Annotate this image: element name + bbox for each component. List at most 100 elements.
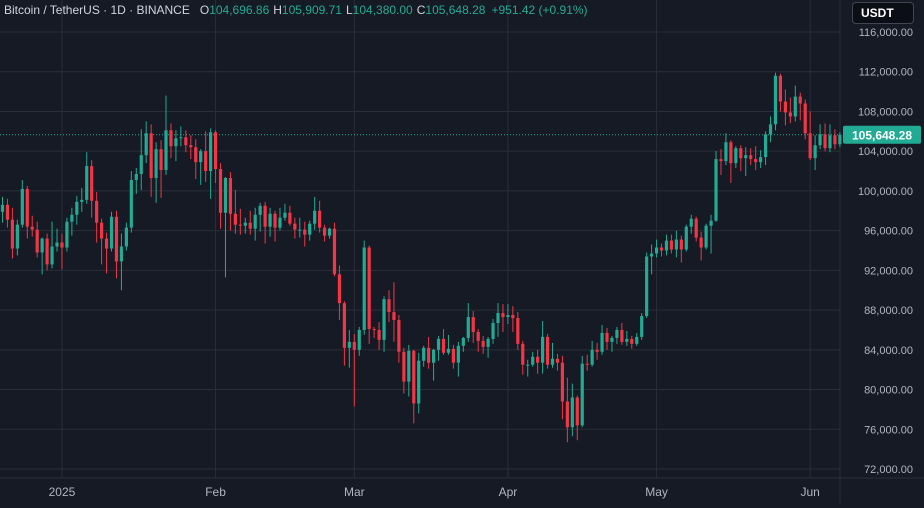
- candle-body-down: [441, 338, 446, 353]
- candle-body-down: [729, 142, 733, 164]
- candle-body-down: [511, 315, 515, 319]
- candle-body-up: [436, 338, 441, 350]
- candle-body-down: [754, 159, 758, 163]
- candle-body-up: [461, 337, 465, 346]
- candle-body-up: [20, 188, 24, 225]
- candle-body-down: [5, 204, 10, 220]
- high-key: H: [273, 3, 282, 17]
- candle-body-up: [50, 246, 54, 265]
- y-tick-label: 100,000.00: [858, 186, 913, 198]
- candle-body-up: [144, 133, 148, 156]
- candle-body-up: [15, 224, 19, 249]
- candle-body-up: [65, 221, 69, 248]
- candle-body-down: [322, 227, 327, 236]
- last-price-label: 105,648.28: [852, 128, 912, 142]
- candle-body-down: [372, 328, 376, 330]
- x-tick-label: Feb: [205, 485, 226, 499]
- candle-body-up: [124, 227, 128, 247]
- candle-body-down: [10, 219, 15, 249]
- candle-body-down: [95, 200, 99, 223]
- currency-button[interactable]: USDT: [852, 2, 914, 24]
- y-tick-label: 92,000.00: [864, 265, 913, 277]
- candle-body-up: [223, 177, 228, 213]
- candle-body-down: [149, 133, 153, 178]
- candle-body-down: [377, 329, 381, 340]
- candle-body-down: [273, 213, 277, 228]
- candle-body-down: [90, 166, 94, 201]
- candle-body-up: [838, 134, 842, 145]
- candle-body-up: [129, 179, 133, 228]
- candle-body-down: [100, 222, 104, 239]
- candle-body-up: [625, 338, 629, 342]
- candle-body-down: [248, 222, 252, 229]
- candle-body-up: [635, 336, 639, 344]
- candle-body-down: [575, 397, 579, 426]
- open-key: O: [199, 3, 210, 17]
- candle-body-down: [387, 299, 391, 313]
- candle-body-up: [174, 138, 178, 147]
- candle-body-down: [536, 356, 540, 363]
- candle-body-up: [164, 130, 168, 171]
- candle-body-down: [630, 338, 634, 344]
- candle-body-up: [199, 151, 203, 163]
- candle-body-down: [521, 343, 525, 365]
- candle-body-down: [669, 240, 674, 250]
- candle-body-down: [501, 313, 505, 318]
- candle-body-up: [75, 201, 79, 215]
- candle-body-up: [40, 238, 44, 253]
- candle-body-down: [367, 247, 371, 329]
- chart-legend: Bitcoin / TetherUS · 1D · BINANCE O 104,6…: [4, 3, 588, 17]
- candle-body-up: [466, 317, 470, 338]
- candle-body-up: [714, 159, 718, 221]
- candle-body-up: [268, 213, 272, 227]
- candle-body-up: [645, 256, 649, 317]
- candle-body-down: [694, 218, 698, 238]
- candle-body-down: [585, 363, 589, 365]
- candle-body-up: [209, 132, 213, 172]
- candle-body-up: [704, 225, 708, 248]
- candle-body-down: [293, 223, 297, 230]
- candle-body-up: [283, 212, 287, 218]
- candle-body-down: [159, 149, 163, 171]
- candle-body-down: [595, 349, 599, 352]
- candle-body-up: [496, 313, 500, 324]
- candle-body-down: [213, 132, 218, 170]
- candle-body-down: [788, 112, 792, 117]
- candle-body-down: [659, 247, 664, 251]
- change-value: +951.42 (+0.91%): [491, 3, 588, 17]
- candle-body-up: [258, 205, 262, 215]
- candle-body-up: [734, 148, 738, 164]
- candle-body-up: [446, 348, 451, 353]
- candle-body-down: [783, 101, 787, 113]
- y-tick-label: 72,000.00: [864, 464, 913, 476]
- candle-body-up: [550, 358, 555, 365]
- candle-body-down: [471, 317, 475, 332]
- candle-body-up: [431, 349, 436, 363]
- candle-body-up: [540, 336, 545, 363]
- x-tick-label: Mar: [344, 485, 365, 499]
- candle-body-up: [664, 240, 669, 251]
- candle-body-up: [382, 299, 386, 340]
- candle-body-down: [104, 238, 109, 249]
- high-value: 105,909.71: [281, 3, 342, 17]
- candle-body-up: [654, 247, 659, 254]
- candle-body-up: [313, 210, 317, 224]
- candle-body-up: [674, 239, 678, 250]
- candle-body-up: [253, 214, 257, 229]
- candle-body-down: [233, 213, 237, 225]
- candle-body-up: [85, 166, 89, 200]
- candle-body-down: [337, 274, 342, 304]
- candle-body-down: [263, 205, 267, 227]
- candle-body-up: [486, 338, 490, 347]
- candle-body-down: [778, 75, 783, 102]
- candle-body-down: [798, 96, 802, 104]
- symbol-label[interactable]: Bitcoin / TetherUS · 1D · BINANCE: [4, 3, 190, 17]
- candle-body-down: [194, 147, 198, 163]
- candle-body-down: [451, 348, 456, 363]
- candle-body-up: [793, 96, 797, 117]
- candle-body-down: [749, 155, 753, 160]
- candle-body-down: [481, 340, 485, 347]
- candle-body-down: [303, 229, 307, 235]
